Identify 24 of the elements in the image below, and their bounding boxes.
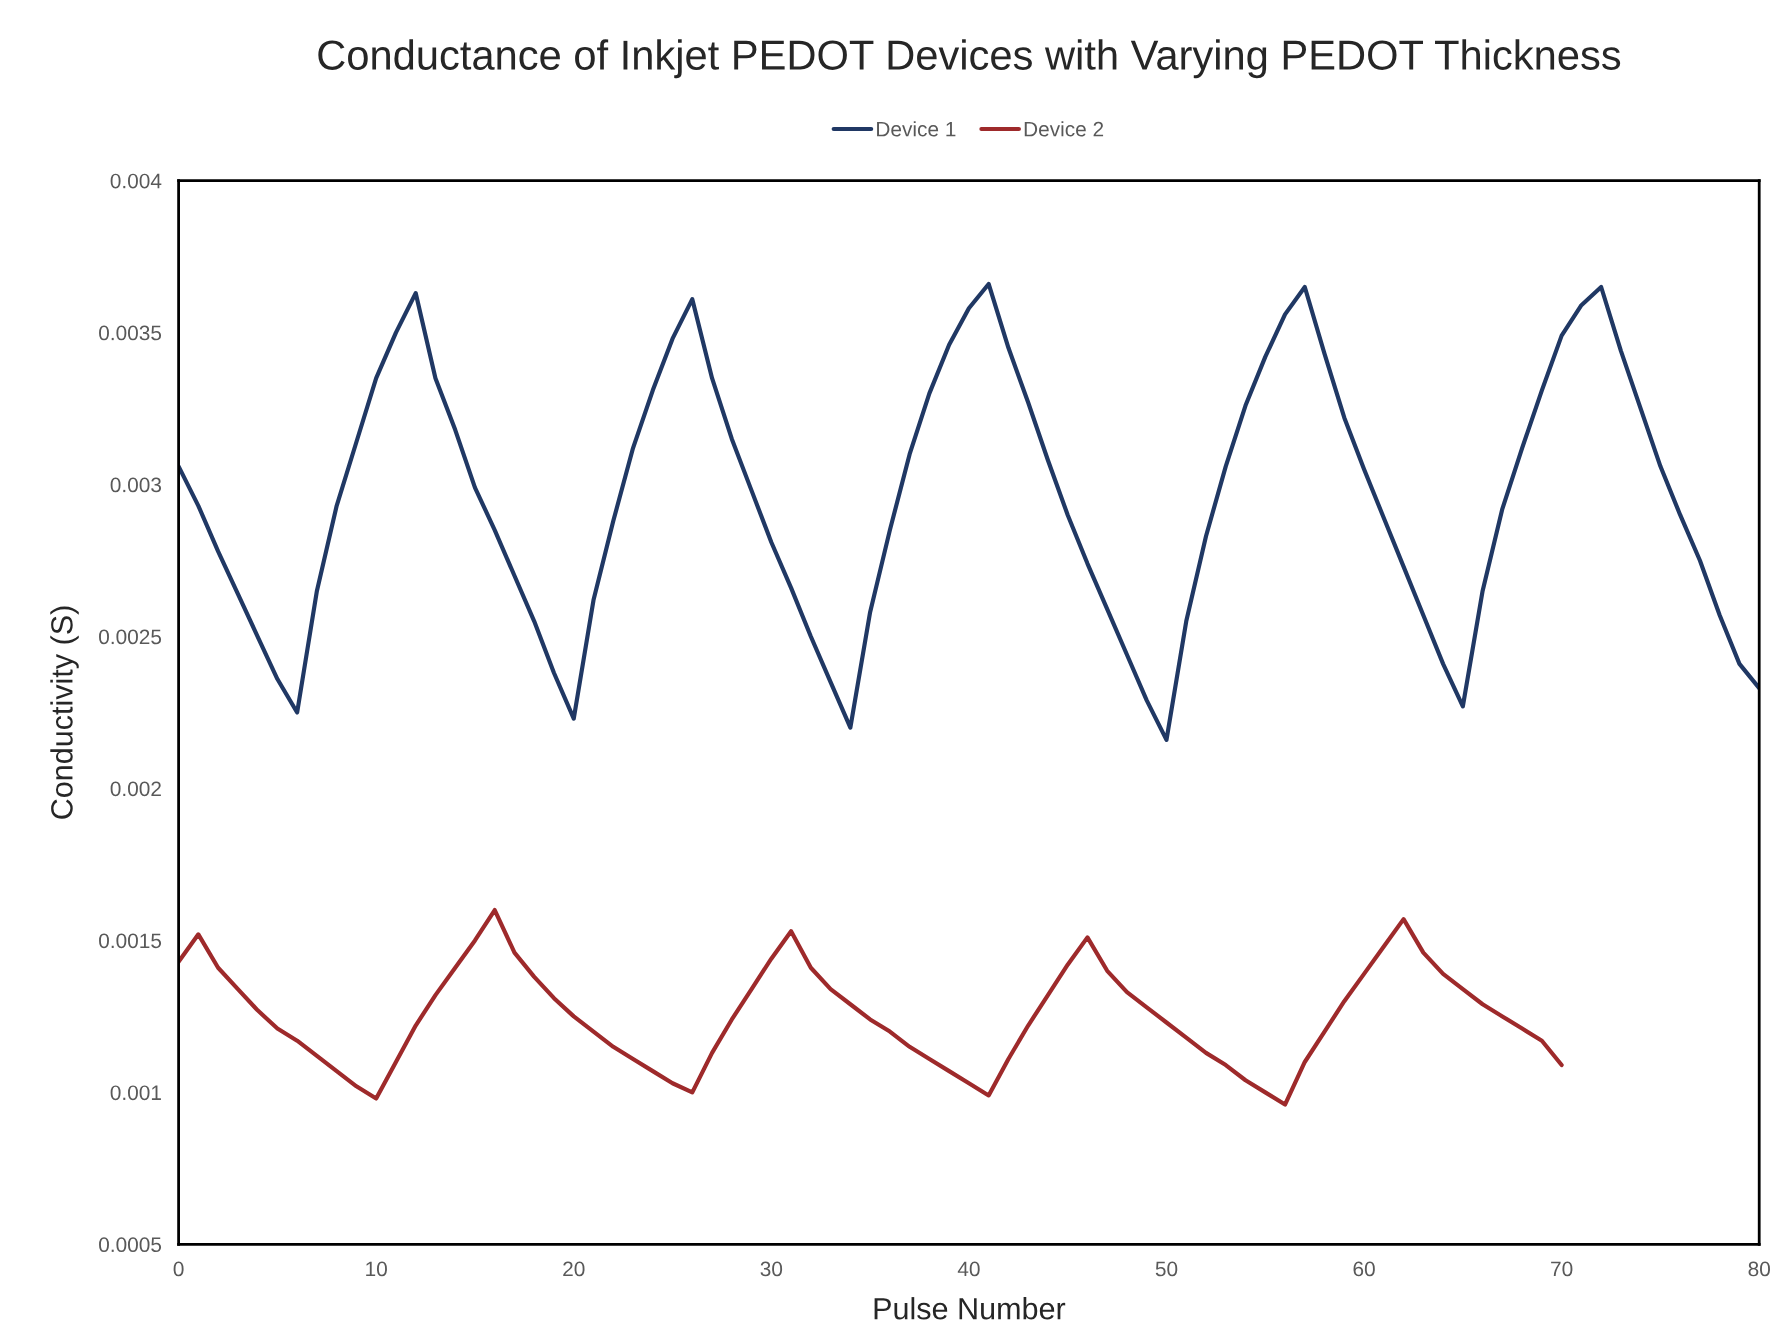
- line-series: [178, 281, 1760, 742]
- x-tick-label: 60: [1353, 1261, 1375, 1277]
- y-tick-label: 0.0025: [99, 629, 162, 645]
- y-tick-label: 0.001: [110, 1085, 161, 1101]
- chart-title: Conductance of Inkjet PEDOT Devices with Varying PEDOT Thickness: [318, 39, 1621, 79]
- x-tick-label: 30: [760, 1261, 783, 1277]
- x-axis-title: Pulse Number: [874, 1297, 1066, 1320]
- x-tick-label: 70: [1551, 1261, 1573, 1277]
- x-tick-label: 10: [366, 1261, 387, 1277]
- y-axis-title: Conductivity (S): [50, 606, 79, 819]
- y-tick-label: 0.003: [110, 477, 162, 493]
- y-tick-label: 0.0015: [99, 933, 162, 949]
- y-tick-label: 0.0005: [99, 1237, 162, 1253]
- x-tick-label: 20: [563, 1261, 585, 1277]
- x-tick-label: 0: [173, 1261, 184, 1277]
- y-tick-label: 0.004: [110, 173, 162, 189]
- legend-label: Device 1: [877, 121, 956, 137]
- x-tick-label: 50: [1155, 1261, 1178, 1277]
- legend-label: Device 2: [1024, 121, 1104, 137]
- x-tick-label: 40: [957, 1261, 980, 1277]
- x-tick-label: 80: [1748, 1261, 1770, 1277]
- y-tick-label: 0.002: [110, 781, 161, 797]
- line-series: [178, 907, 1564, 1107]
- y-tick-label: 0.0035: [99, 325, 162, 341]
